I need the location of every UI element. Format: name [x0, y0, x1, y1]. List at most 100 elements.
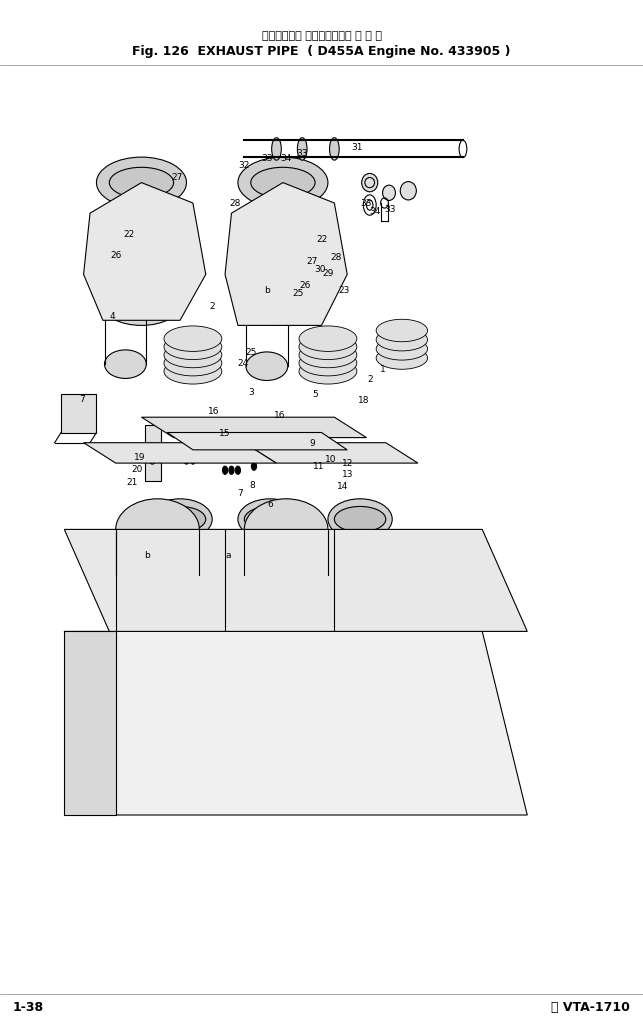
Text: 34: 34 — [280, 154, 292, 162]
Ellipse shape — [376, 320, 428, 342]
Ellipse shape — [244, 507, 296, 532]
Ellipse shape — [148, 499, 212, 540]
Ellipse shape — [109, 168, 174, 199]
Text: 12: 12 — [341, 459, 353, 467]
Ellipse shape — [376, 329, 428, 352]
Ellipse shape — [164, 334, 222, 361]
Ellipse shape — [238, 158, 328, 209]
Ellipse shape — [299, 334, 357, 361]
Ellipse shape — [299, 360, 357, 385]
Text: 26: 26 — [110, 251, 122, 259]
Polygon shape — [141, 418, 367, 438]
Polygon shape — [225, 183, 347, 326]
Text: 20: 20 — [131, 465, 143, 473]
Text: a: a — [226, 551, 231, 559]
FancyBboxPatch shape — [61, 394, 96, 433]
Text: 22: 22 — [123, 230, 134, 238]
Circle shape — [222, 467, 228, 475]
Text: 33: 33 — [261, 154, 273, 162]
Text: 25: 25 — [292, 289, 303, 298]
Ellipse shape — [246, 353, 287, 381]
Polygon shape — [84, 443, 276, 464]
Ellipse shape — [164, 360, 222, 385]
Text: 8: 8 — [250, 481, 255, 489]
Text: 18: 18 — [358, 396, 369, 405]
Ellipse shape — [244, 545, 328, 606]
Circle shape — [184, 457, 189, 465]
Text: 4: 4 — [110, 312, 115, 320]
Text: 14: 14 — [337, 482, 349, 490]
Circle shape — [190, 457, 195, 465]
Text: 23: 23 — [338, 286, 350, 294]
Text: 9: 9 — [309, 439, 314, 447]
Text: 3: 3 — [248, 388, 253, 396]
Text: 1-38: 1-38 — [13, 1001, 44, 1013]
Text: エキゾースト パイプ　　　適 用 号 機: エキゾースト パイプ 適 用 号 機 — [262, 31, 381, 41]
Text: 33: 33 — [361, 200, 372, 208]
Polygon shape — [64, 530, 527, 632]
Polygon shape — [167, 433, 347, 450]
Polygon shape — [64, 632, 527, 815]
Text: 10: 10 — [325, 454, 337, 463]
Text: b: b — [264, 286, 269, 294]
Text: 21: 21 — [126, 478, 138, 486]
Ellipse shape — [383, 185, 395, 202]
Bar — [145, 426, 161, 482]
Text: 26: 26 — [300, 281, 311, 289]
Text: 28: 28 — [229, 200, 240, 208]
Ellipse shape — [361, 174, 378, 193]
Text: 32: 32 — [239, 161, 250, 169]
Ellipse shape — [103, 255, 180, 296]
Ellipse shape — [251, 555, 322, 596]
Text: 11: 11 — [312, 462, 324, 470]
Ellipse shape — [244, 499, 328, 560]
Ellipse shape — [164, 342, 222, 369]
Text: 2: 2 — [367, 375, 372, 383]
Ellipse shape — [330, 139, 340, 161]
Text: 29: 29 — [322, 269, 334, 277]
Ellipse shape — [122, 555, 193, 596]
Ellipse shape — [244, 255, 322, 296]
Text: 27: 27 — [171, 173, 183, 181]
Ellipse shape — [164, 326, 222, 352]
Text: 28: 28 — [331, 253, 342, 261]
Polygon shape — [244, 443, 418, 464]
Text: 25: 25 — [245, 348, 257, 357]
Ellipse shape — [400, 182, 417, 201]
Ellipse shape — [376, 347, 428, 370]
Circle shape — [229, 467, 234, 475]
Text: 16: 16 — [208, 407, 220, 415]
Ellipse shape — [103, 285, 180, 326]
Ellipse shape — [104, 351, 147, 379]
Text: ⓘ VTA-1710: ⓘ VTA-1710 — [551, 1001, 630, 1013]
Text: 5: 5 — [312, 390, 318, 398]
Text: 15: 15 — [219, 429, 231, 437]
Text: 7: 7 — [80, 395, 85, 404]
Ellipse shape — [164, 351, 222, 376]
Circle shape — [251, 463, 257, 471]
Ellipse shape — [116, 545, 199, 606]
Text: 13: 13 — [341, 470, 353, 478]
Text: 16: 16 — [274, 411, 285, 419]
Text: 27: 27 — [306, 257, 318, 265]
Circle shape — [235, 467, 240, 475]
Text: 33: 33 — [385, 205, 396, 213]
Text: 19: 19 — [134, 453, 146, 462]
Polygon shape — [64, 632, 116, 815]
Ellipse shape — [96, 158, 186, 209]
Text: b: b — [144, 551, 149, 559]
Ellipse shape — [272, 139, 282, 161]
Text: 22: 22 — [316, 235, 327, 244]
Ellipse shape — [299, 351, 357, 376]
Ellipse shape — [297, 139, 307, 161]
Text: 1: 1 — [380, 365, 385, 373]
Text: 34: 34 — [369, 207, 381, 215]
Ellipse shape — [154, 507, 206, 532]
Ellipse shape — [299, 342, 357, 369]
Ellipse shape — [334, 507, 386, 532]
Text: 24: 24 — [237, 359, 249, 367]
Text: 2: 2 — [210, 302, 215, 310]
Text: 31: 31 — [351, 144, 363, 152]
Ellipse shape — [244, 285, 322, 326]
Ellipse shape — [116, 499, 199, 560]
